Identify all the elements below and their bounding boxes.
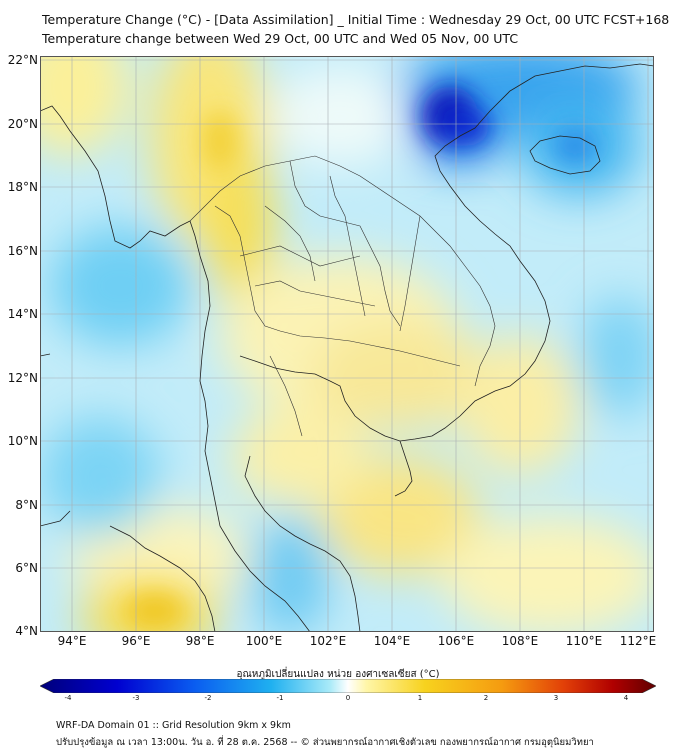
map-title: Temperature Change (°C) - [Data Assimila…	[42, 12, 670, 27]
lon-label-96: 96°E	[121, 634, 151, 648]
lon-label-100: 100°E	[245, 634, 283, 648]
lat-label-10: 10°N	[7, 434, 38, 448]
colorbar-tick: -2	[204, 694, 212, 702]
colorbar-tick: 3	[553, 694, 559, 702]
map-subtitle: Temperature change between Wed 29 Oct, 0…	[42, 31, 519, 46]
lon-label-110: 110°E	[565, 634, 603, 648]
lon-label-98: 98°E	[185, 634, 215, 648]
lat-label-6: 6°N	[15, 561, 38, 575]
lon-label-94: 94°E	[57, 634, 87, 648]
graticule	[40, 56, 654, 632]
borders	[189, 155, 496, 437]
lat-label-20: 20°N	[7, 117, 38, 131]
colorbar-tick: -3	[132, 694, 140, 702]
temperature-change-map	[40, 56, 654, 632]
coastlines	[40, 63, 654, 632]
footer-credit: ปรับปรุงข้อมูล ณ เวลา 13:00น. วัน อ. ที่…	[56, 737, 594, 748]
lat-label-16: 16°N	[7, 244, 38, 258]
lat-label-8: 8°N	[15, 498, 38, 512]
lon-label-106: 106°E	[437, 634, 475, 648]
lon-label-112: 112°E	[619, 634, 657, 648]
lat-label-22: 22°N	[7, 53, 38, 67]
temperature-field	[40, 56, 654, 632]
lon-label-104: 104°E	[373, 634, 411, 648]
map-border	[40, 56, 654, 632]
colorbar-tick: 2	[483, 694, 489, 702]
lon-label-108: 108°E	[501, 634, 539, 648]
colorbar	[40, 679, 656, 693]
lon-label-102: 102°E	[309, 634, 347, 648]
footer-model-info: WRF-DA Domain 01 :: Grid Resolution 9km …	[56, 720, 291, 731]
colorbar-tick: 4	[623, 694, 629, 702]
lat-label-4: 4°N	[15, 624, 38, 638]
map-area	[40, 56, 654, 632]
colorbar-tick: 0	[345, 694, 351, 702]
colorbar-tick: -1	[276, 694, 284, 702]
lat-label-14: 14°N	[7, 307, 38, 321]
colorbar-tick: -4	[64, 694, 72, 702]
colorbar-tick: 1	[417, 694, 423, 702]
colorbar-title: อุณหภูมิเปลี่ยนแปลง หน่วย องศาเซลเซียส (…	[236, 669, 440, 680]
lat-label-12: 12°N	[7, 371, 38, 385]
lat-label-18: 18°N	[7, 180, 38, 194]
